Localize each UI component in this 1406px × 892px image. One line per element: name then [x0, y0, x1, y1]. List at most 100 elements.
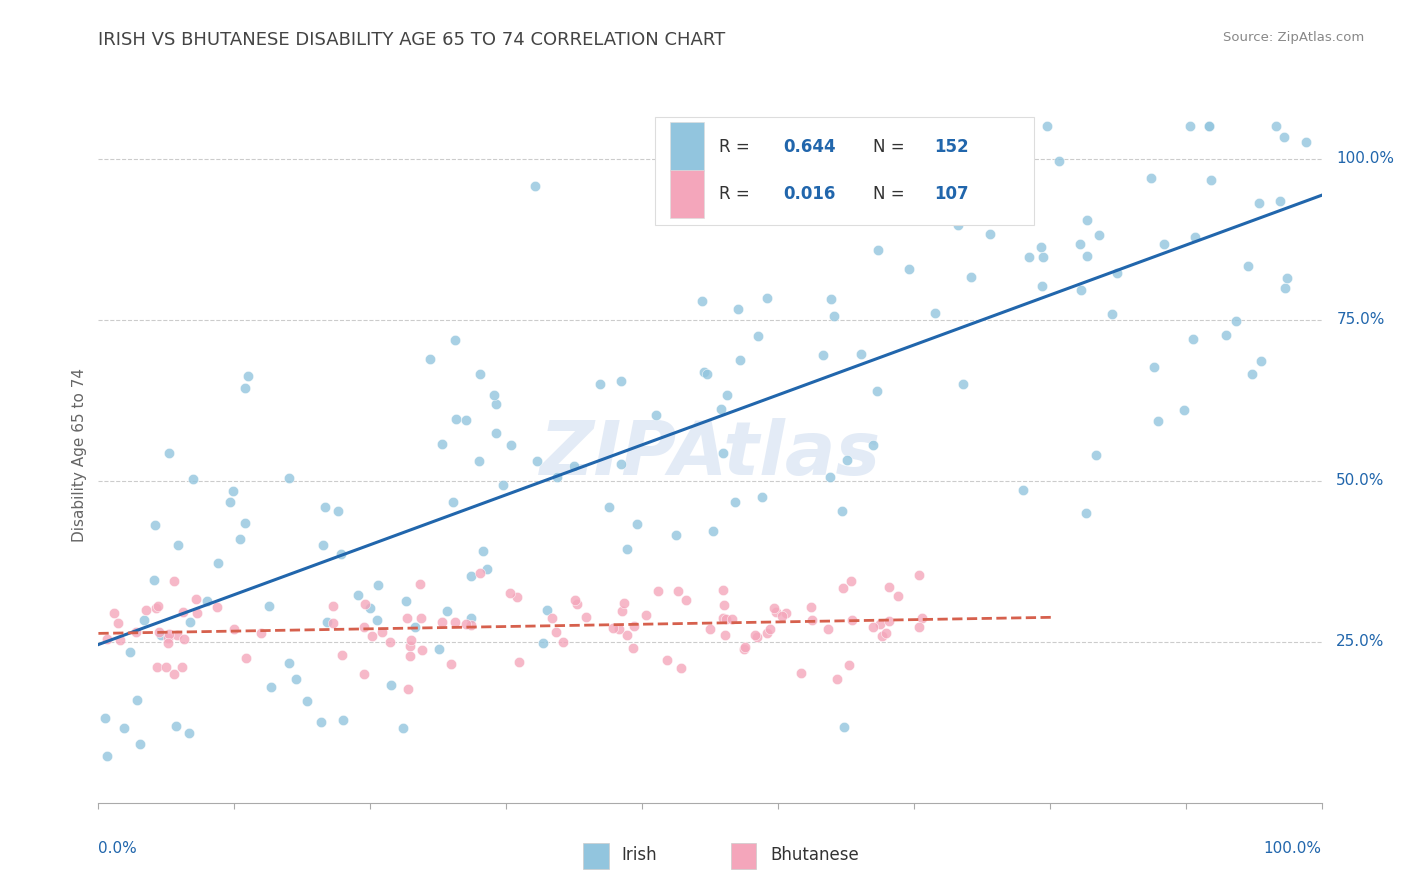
Point: [823, 309, 845, 323]
Point: [207, 600, 229, 615]
Point: [236, 368, 259, 383]
Point: [1084, 448, 1107, 462]
Point: [332, 714, 354, 728]
Point: [868, 243, 890, 257]
Point: [392, 721, 415, 735]
Point: [711, 611, 734, 625]
Point: [353, 597, 375, 611]
Point: [721, 177, 744, 191]
Point: [222, 483, 245, 498]
Point: [713, 599, 735, 613]
Point: [142, 573, 165, 587]
Point: [626, 516, 648, 531]
Point: [195, 593, 218, 607]
Point: [1268, 194, 1291, 208]
Point: [862, 620, 884, 634]
Point: [419, 351, 441, 366]
Point: [841, 613, 863, 627]
Point: [702, 524, 724, 539]
Y-axis label: Disability Age 65 to 74: Disability Age 65 to 74: [72, 368, 87, 542]
Point: [468, 454, 491, 468]
Point: [616, 542, 638, 557]
Point: [727, 301, 749, 316]
Point: [179, 615, 201, 629]
Point: [165, 719, 187, 733]
Point: [1250, 354, 1272, 368]
Point: [125, 624, 148, 639]
Point: [129, 737, 152, 751]
Point: [257, 599, 280, 613]
Point: [671, 661, 693, 675]
Point: [367, 578, 389, 592]
Point: [877, 614, 900, 628]
Point: [260, 680, 283, 694]
Point: [562, 459, 585, 474]
Point: [360, 629, 382, 643]
Point: [103, 606, 125, 620]
Point: [468, 367, 491, 381]
Point: [1147, 415, 1170, 429]
Point: [278, 656, 301, 670]
Point: [800, 600, 823, 615]
Point: [312, 538, 335, 552]
Point: [1047, 154, 1070, 169]
Point: [841, 574, 863, 589]
Point: [723, 495, 745, 509]
Point: [94, 711, 117, 725]
Point: [536, 603, 558, 617]
Point: [621, 641, 644, 656]
Point: [1031, 278, 1053, 293]
Point: [756, 291, 779, 305]
Point: [501, 438, 523, 452]
Point: [1181, 332, 1204, 346]
Text: 0.0%: 0.0%: [98, 841, 138, 856]
Point: [877, 581, 900, 595]
Point: [112, 721, 135, 735]
Point: [887, 589, 910, 603]
Point: [693, 365, 716, 379]
Point: [1076, 249, 1098, 263]
Point: [745, 630, 768, 644]
Point: [207, 556, 229, 570]
Point: [1153, 236, 1175, 251]
Point: [166, 628, 188, 642]
Point: [531, 636, 554, 650]
Point: [1198, 120, 1220, 134]
Point: [233, 381, 256, 395]
Point: [173, 632, 195, 646]
Point: [696, 368, 718, 382]
Text: Bhutanese: Bhutanese: [770, 846, 859, 863]
Point: [322, 615, 344, 630]
Point: [229, 532, 252, 546]
Point: [613, 595, 636, 609]
Point: [897, 261, 920, 276]
Point: [477, 562, 499, 576]
Point: [440, 657, 463, 672]
Point: [607, 622, 630, 636]
Point: [157, 627, 180, 641]
Point: [143, 517, 166, 532]
Point: [744, 628, 766, 642]
Point: [460, 618, 482, 632]
Point: [714, 627, 737, 641]
Text: R =: R =: [718, 185, 755, 203]
Point: [953, 120, 976, 134]
Point: [598, 500, 620, 515]
Point: [869, 616, 891, 631]
Point: [96, 749, 118, 764]
Point: [1011, 483, 1033, 498]
Point: [1215, 327, 1237, 342]
Point: [330, 547, 353, 561]
Point: [818, 470, 841, 484]
Point: [284, 672, 307, 686]
Point: [508, 655, 530, 669]
Point: [371, 625, 394, 640]
Point: [135, 603, 157, 617]
Point: [396, 682, 419, 697]
Point: [1275, 271, 1298, 285]
Bar: [669, 169, 704, 219]
Point: [1035, 120, 1057, 134]
Point: [692, 293, 714, 308]
Point: [714, 612, 737, 626]
Point: [411, 611, 433, 625]
